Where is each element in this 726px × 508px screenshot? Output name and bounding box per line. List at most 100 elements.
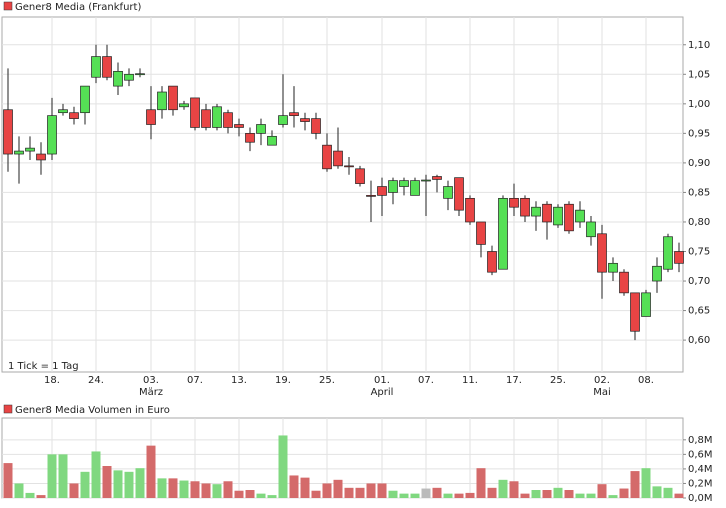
volume-bar [289, 475, 299, 498]
candle-body [179, 103, 189, 108]
candle-body [421, 179, 431, 182]
volume-bar [388, 490, 398, 498]
x-tick-label: 13. [231, 375, 247, 386]
volume-bar [421, 488, 431, 498]
note: 1 Tick = 1 Tag [8, 361, 79, 372]
y-tick-label: 0,4M [688, 464, 713, 475]
candle-body [410, 180, 420, 196]
x-tick-label: 25. [319, 375, 335, 386]
volume-bar [487, 487, 497, 498]
candle-body [476, 221, 486, 245]
candle-body [432, 176, 442, 180]
volume-bar [278, 435, 288, 498]
y-tick-label: 0,90 [688, 158, 710, 169]
candle-body [36, 153, 46, 161]
legend-swatch [3, 1, 13, 11]
candle-body [212, 106, 222, 128]
y-tick-label: 0,70 [688, 276, 710, 287]
y-tick-label: 1,00 [688, 99, 710, 110]
volume-bar [300, 477, 310, 498]
candle-body [234, 124, 244, 128]
x-tick-label: 02. [594, 375, 610, 386]
candle-body [245, 133, 255, 143]
volume-bar [3, 463, 13, 498]
candle-body [564, 203, 574, 232]
candle-body [652, 265, 662, 282]
volume-bar [102, 466, 112, 498]
y-tick-label: 0,95 [688, 128, 710, 139]
y-tick-label: 0,2M [688, 478, 713, 489]
volume-bar [608, 495, 618, 498]
x-tick-label: 19. [275, 375, 291, 386]
candle-body [487, 251, 497, 273]
volume-bar [223, 481, 233, 498]
volume-bar [355, 487, 365, 498]
volume-bar [575, 493, 585, 498]
candle-body [586, 221, 596, 238]
volume-bar [597, 484, 607, 498]
candle-body [465, 197, 475, 223]
y-tick-label: 0,6M [688, 449, 713, 460]
volume-bar [564, 490, 574, 498]
x-month-label: Mai [593, 387, 611, 398]
candle-body [91, 56, 101, 78]
volume-bar [157, 478, 167, 498]
x-tick-label: 07. [418, 375, 434, 386]
x-tick-label: 08. [638, 375, 654, 386]
volume-bar [146, 445, 156, 498]
candle-body [553, 206, 563, 226]
y-tick-label: 0,60 [688, 335, 710, 346]
y-tick-label: 1,05 [688, 69, 710, 80]
candle-body [443, 186, 453, 199]
candle-body [14, 150, 24, 155]
y-tick-label: 1,10 [688, 40, 710, 51]
volume-bar [586, 493, 596, 498]
candle-body [597, 233, 607, 273]
volume-bar [674, 493, 684, 498]
candle-body [201, 109, 211, 128]
candle-body [641, 292, 651, 317]
volume-bar [663, 487, 673, 498]
candle-body [377, 186, 387, 196]
candle-body [300, 118, 310, 122]
candle-body [344, 165, 354, 168]
candle-body [366, 195, 376, 197]
volume-bar [652, 486, 662, 498]
candle-body [278, 115, 288, 125]
volume-bar [399, 493, 409, 498]
volume-bar [69, 483, 79, 498]
candle-body [256, 124, 266, 134]
x-tick-label: 25. [550, 375, 566, 386]
volume-bar [256, 493, 266, 498]
x-tick-label: 24. [88, 375, 104, 386]
candle-body [311, 118, 321, 134]
volume-bar [520, 493, 530, 498]
volume-bar [619, 488, 629, 498]
candle-body [498, 197, 508, 270]
candle-body [608, 262, 618, 273]
candle-body [322, 144, 332, 170]
x-tick-label: 01. [374, 375, 390, 386]
candle-body [399, 180, 409, 187]
legend-swatch [3, 404, 13, 414]
volume-bar [542, 490, 552, 498]
volume-bar [641, 468, 651, 498]
volume-bar [333, 479, 343, 498]
volume-bar [190, 481, 200, 498]
y-tick-label: 0,65 [688, 306, 710, 317]
volume-bar [432, 487, 442, 498]
volume-bar [410, 493, 420, 498]
candle-body [80, 85, 90, 114]
volume-bar [531, 490, 541, 498]
x-tick-label: 18. [44, 375, 60, 386]
x-tick-label: 07. [187, 375, 203, 386]
volume-bar [212, 484, 222, 498]
volume-bar [179, 480, 189, 498]
volume-bar [91, 451, 101, 498]
volume-bar [234, 490, 244, 498]
candle-body [47, 115, 57, 155]
candle-body [531, 206, 541, 217]
volume-bar [454, 493, 464, 498]
volume-bar [201, 483, 211, 498]
